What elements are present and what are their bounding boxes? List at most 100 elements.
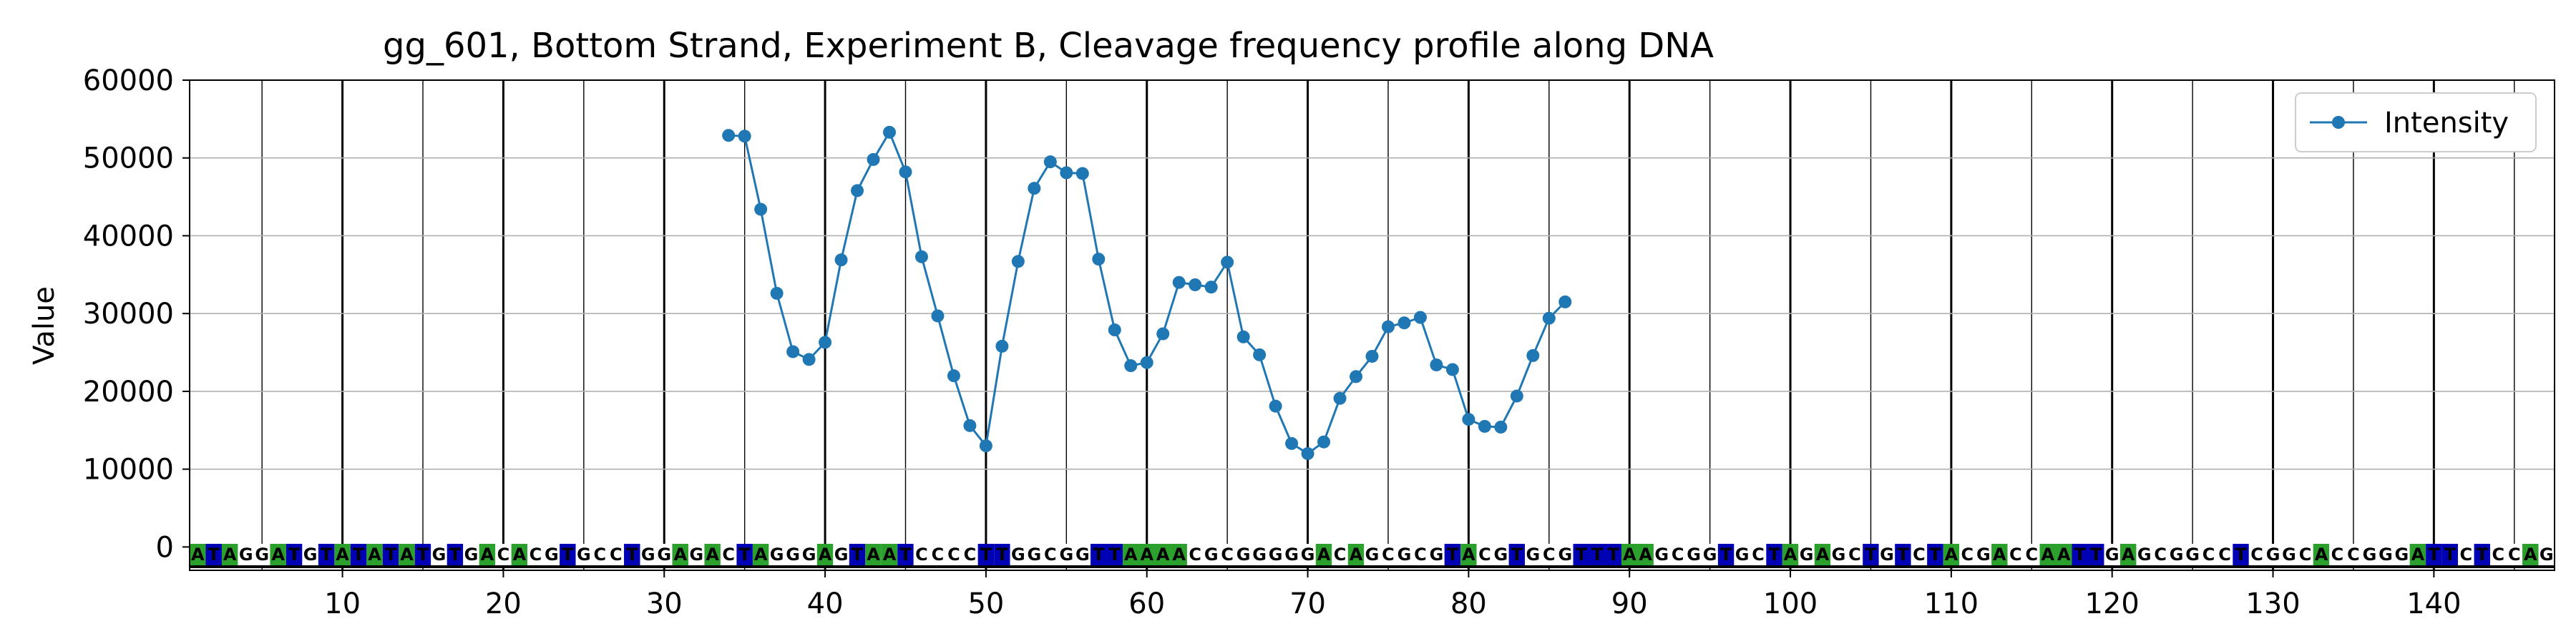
base-cell [865,544,882,565]
data-point [1011,255,1025,268]
base-cell [1863,544,1879,565]
base-cell [511,544,528,565]
x-tick-label: 120 [2085,587,2140,620]
y-tick-label: 30000 [83,298,174,331]
base-letter: A [1784,545,1797,565]
base-letter: A [883,545,897,565]
base-cell [1091,544,1107,565]
base-letter: A [271,545,285,565]
base-cell [2024,544,2040,565]
base-letter: A [1124,545,1138,565]
base-cell [1589,544,1606,565]
data-point [722,129,736,142]
base-cell [704,544,721,565]
base-cell [560,544,576,565]
x-tick-label: 80 [1450,587,1487,620]
base-cell [1573,544,1590,565]
base-letter: G [2379,545,2393,565]
base-letter: T [1897,545,1909,565]
base-cell [1637,544,1654,565]
base-cell [238,544,254,565]
base-cell [1203,544,1219,565]
base-cell [1750,544,1767,565]
base-letter: G [1430,545,1444,565]
base-cell [463,544,479,565]
base-letter: A [867,545,880,565]
base-cell [543,544,560,565]
base-cell [1347,544,1365,565]
base-cell [769,544,785,565]
base-letter: G [1301,545,1315,565]
base-letter: T [1865,545,1877,565]
y-axis-label: Value [28,286,61,365]
data-point [1445,363,1459,376]
base-cell [1315,544,1332,565]
base-letter: G [770,545,784,565]
data-point [1156,327,1170,341]
data-point [1494,420,1508,434]
data-point [995,339,1009,353]
data-point [1413,311,1427,324]
base-letter: T [996,545,1008,565]
base-cell [2522,544,2539,565]
base-letter: C [2009,545,2022,565]
base-letter: T [738,545,751,565]
base-cell [1412,544,1429,565]
y-tick-label: 60000 [83,64,174,97]
base-letter: A [1156,545,1170,565]
base-letter: C [2025,545,2038,565]
data-point [1236,330,1250,343]
data-point [802,353,816,366]
base-letter: T [1093,545,1105,565]
data-point [1043,155,1057,169]
data-point [1397,316,1411,330]
base-letter: A [1993,545,2006,565]
base-cell [1235,544,1252,565]
base-letter: C [1334,545,1347,565]
x-tick-label: 40 [807,587,844,620]
base-cell [1074,544,1091,565]
base-cell [527,544,544,565]
data-point [979,439,992,453]
base-cell [1830,544,1847,565]
base-cell [833,544,849,565]
base-letter: G [1703,545,1717,565]
data-point [834,253,848,267]
base-letter: T [1929,545,1941,565]
base-cell [1685,544,1702,565]
base-letter: G [2185,545,2200,565]
base-cell [897,544,914,565]
base-letter: A [706,545,719,565]
base-letter: G [1269,545,1283,565]
data-point [963,419,977,432]
data-point [1381,320,1395,333]
base-letter: T [1768,545,1780,565]
data-point [1365,349,1379,363]
base-letter: T [2074,545,2087,565]
base-letter: C [2508,545,2521,565]
base-cell [1525,544,1541,565]
base-letter: A [673,545,687,565]
base-cell [479,544,496,565]
base-letter: A [223,545,237,565]
data-point [786,345,800,358]
base-cell [1814,544,1831,565]
base-cell [1959,544,1976,565]
data-point [1430,358,1443,371]
base-cell [1895,544,1911,565]
base-letter: T [417,545,429,565]
data-point [1269,399,1282,413]
base-cell [1428,544,1445,565]
base-cell [2119,544,2137,565]
base-cell [2441,544,2459,565]
base-letter: G [2170,545,2184,565]
base-letter: G [2282,545,2296,565]
base-cell [1717,544,1735,565]
base-letter: C [1044,545,1057,565]
x-tick-label: 130 [2245,587,2300,620]
base-cell [2072,544,2088,565]
x-tick-label: 50 [967,587,1004,620]
base-letter: C [2218,545,2231,565]
base-letter: C [1961,545,1974,565]
